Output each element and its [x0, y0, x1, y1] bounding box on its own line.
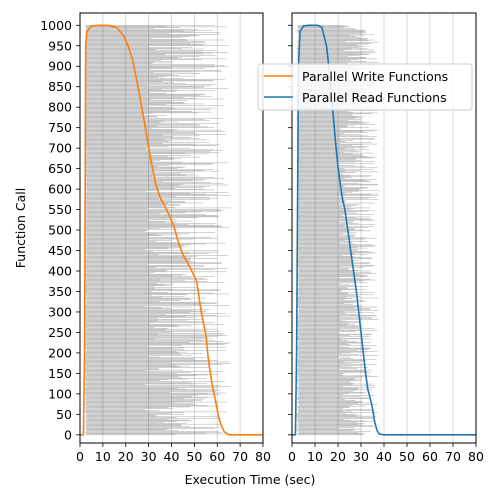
x-tick-label: 30 [353, 449, 369, 464]
x-tick-label: 20 [118, 449, 134, 464]
y-tick-label: 0 [64, 427, 72, 442]
y-axis-label: Function Call [13, 188, 28, 268]
panel-write: 0 10 20 30 40 50 60 70 8005010015020025030035040… [40, 12, 271, 464]
x-tick-label: 0 [288, 449, 296, 464]
panel-read: 0 10 20 30 40 50 60 70 80 [288, 12, 484, 464]
y-tick-label: 250 [48, 325, 72, 340]
y-tick-label: 150 [48, 366, 72, 381]
legend-box [257, 63, 473, 111]
y-tick-label: 450 [48, 243, 72, 258]
legend-write-label: Parallel Write Functions [302, 69, 448, 84]
execution-bars [84, 25, 231, 436]
y-tick-label: 950 [48, 38, 72, 53]
y-tick-label: 550 [48, 202, 72, 217]
y-tick-label: 350 [48, 284, 72, 299]
series-line-write [80, 24, 263, 436]
x-tick-label: 10 [95, 449, 111, 464]
x-tick-label: 70 [232, 449, 248, 464]
y-tick-label: 700 [48, 141, 72, 156]
y-tick-label: 100 [48, 386, 72, 401]
y-tick-label: 300 [48, 304, 72, 319]
x-tick-label: 60 [209, 449, 225, 464]
x-tick-label: 50 [186, 449, 202, 464]
x-tick-label: 0 [76, 449, 84, 464]
series-line-read [292, 24, 476, 436]
y-tick-label: 200 [48, 345, 72, 360]
y-tick-label: 50 [56, 407, 72, 422]
y-tick-label: 800 [48, 100, 72, 115]
x-tick-label: 30 [141, 449, 157, 464]
legend-read-label: Parallel Read Functions [302, 90, 447, 105]
x-tick-label: 50 [399, 449, 415, 464]
x-tick-label: 60 [422, 449, 438, 464]
x-tick-label: 40 [164, 449, 180, 464]
x-tick-label: 80 [255, 449, 271, 464]
x-axis-label: Execution Time (sec) [185, 472, 316, 487]
x-tick-label: 20 [330, 449, 346, 464]
y-tick-label: 850 [48, 79, 72, 94]
y-tick-label: 600 [48, 182, 72, 197]
y-tick-label: 400 [48, 264, 72, 279]
y-tick-label: 500 [48, 223, 72, 238]
x-tick-label: 70 [445, 449, 461, 464]
x-tick-label: 40 [376, 449, 392, 464]
y-tick-label: 900 [48, 59, 72, 74]
y-tick-label: 1000 [40, 18, 72, 33]
y-tick-label: 650 [48, 161, 72, 176]
x-tick-label: 80 [468, 449, 484, 464]
x-tick-label: 10 [307, 449, 323, 464]
y-tick-label: 750 [48, 120, 72, 135]
legend: Parallel Write Functions Parallel Read F… [257, 63, 473, 111]
